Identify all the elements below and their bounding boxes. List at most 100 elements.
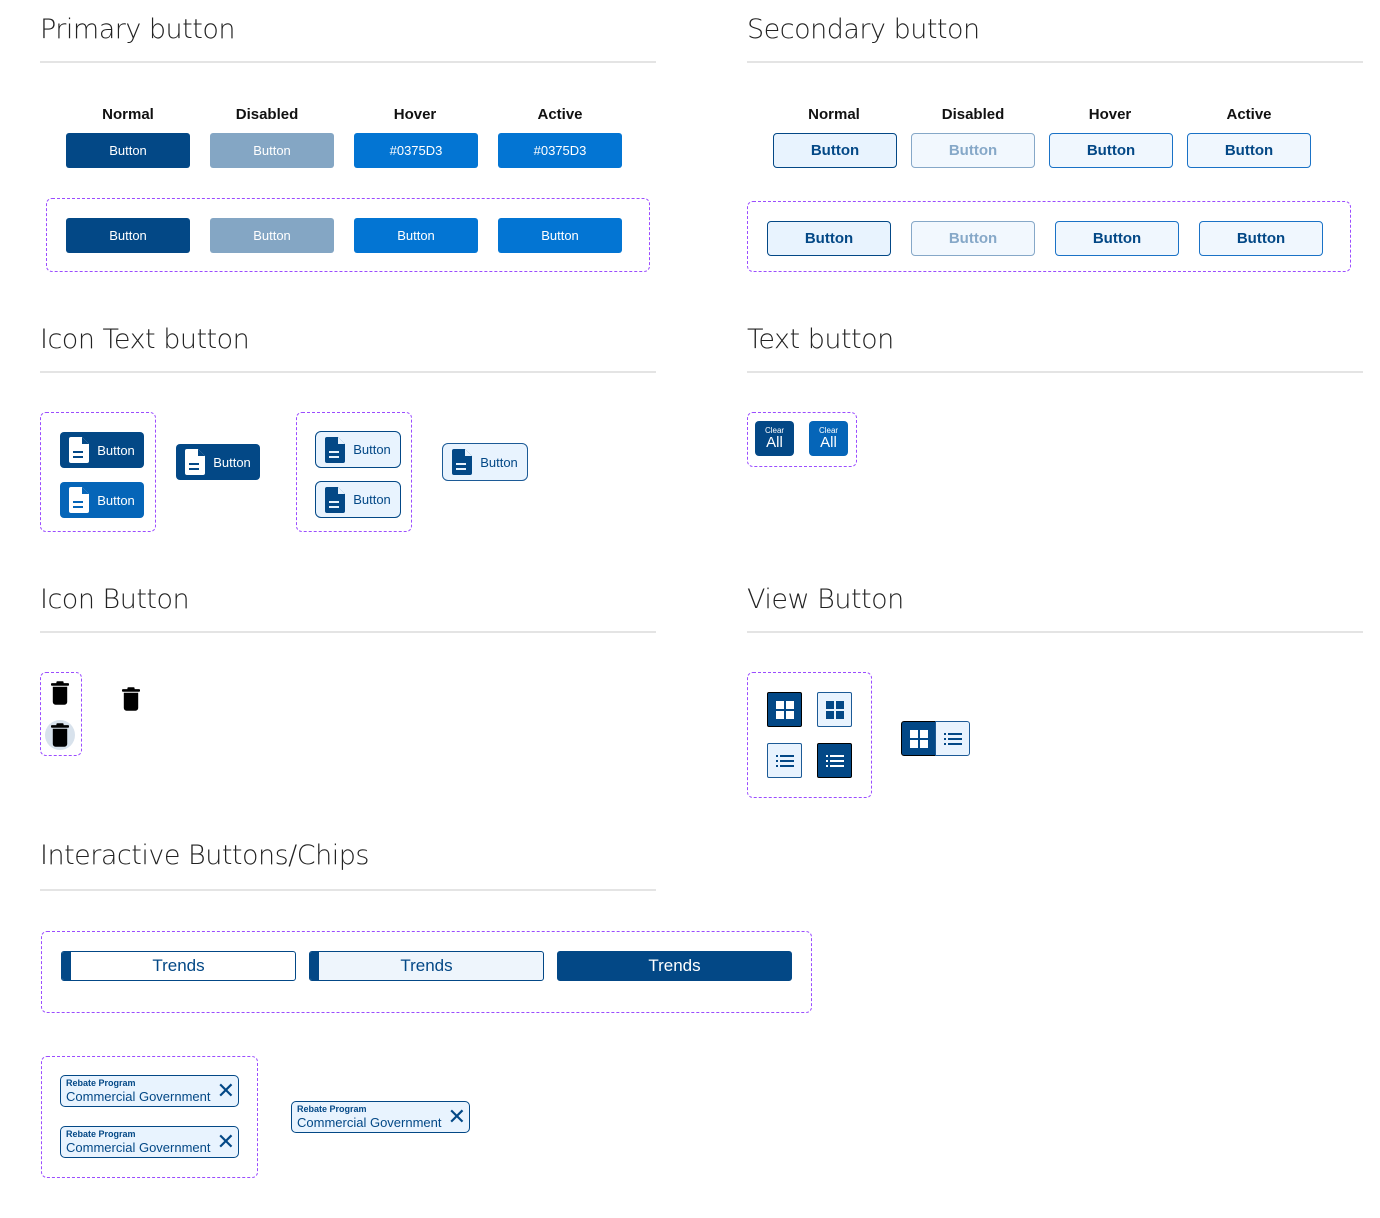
state-label: Active: [537, 106, 583, 123]
icon-text-button-normal[interactable]: Button: [60, 432, 144, 468]
button-label: Button: [353, 492, 391, 507]
primary-button-hover[interactable]: Button: [354, 218, 478, 253]
secondary-button-disabled[interactable]: Button: [911, 133, 1035, 168]
heading-secondary: Secondary button: [747, 14, 980, 45]
variant-group: [747, 201, 1351, 272]
chip-value: Commercial Government: [297, 1115, 442, 1130]
grid-view-button-active[interactable]: [767, 692, 802, 727]
heading-chips: Interactive Buttons/Chips: [40, 840, 369, 871]
variant-group: [46, 198, 650, 272]
divider: [40, 631, 656, 633]
state-label: Active: [1226, 106, 1272, 123]
variant-group: [747, 672, 872, 798]
variant-group: [41, 931, 812, 1013]
variant-group: [40, 412, 156, 532]
secondary-button-hover[interactable]: Button: [1049, 133, 1173, 168]
heading-icon: Icon Button: [40, 584, 190, 615]
divider: [747, 631, 1363, 633]
chip-label: Rebate Program: [66, 1129, 136, 1139]
list-view-button[interactable]: [767, 743, 802, 778]
secondary-button-active[interactable]: Button: [1187, 133, 1311, 168]
document-icon: [69, 437, 89, 463]
trends-button-normal[interactable]: Trends: [61, 951, 296, 981]
divider: [747, 61, 1363, 63]
chip-value: Commercial Government: [66, 1089, 211, 1104]
document-icon: [325, 487, 345, 513]
heading-primary: Primary button: [40, 14, 235, 45]
trash-icon-button[interactable]: [122, 687, 140, 711]
button-label: Button: [480, 454, 518, 470]
close-icon[interactable]: ✕: [216, 1129, 235, 1154]
trends-button-active[interactable]: Trends: [557, 951, 792, 981]
trends-label: Trends: [400, 956, 453, 975]
button-label: Button: [97, 492, 135, 508]
clear-all-button[interactable]: Clear All: [755, 421, 794, 456]
variant-group: [747, 412, 857, 467]
button-label: Button: [97, 442, 135, 458]
clear-all-button-hover[interactable]: Clear All: [809, 421, 848, 456]
state-label: Disabled: [941, 106, 1005, 123]
list-icon: [776, 755, 794, 767]
variant-group: [41, 1056, 258, 1178]
state-label: Normal: [808, 106, 860, 123]
primary-button-disabled[interactable]: Button: [210, 218, 334, 253]
document-icon: [452, 449, 472, 475]
secondary-button-normal[interactable]: Button: [767, 221, 891, 256]
heading-text: Text button: [747, 324, 894, 355]
state-label: Hover: [1088, 106, 1132, 123]
document-icon: [69, 487, 89, 513]
secondary-button-hover[interactable]: Button: [1055, 221, 1179, 256]
chip-label: Rebate Program: [297, 1104, 367, 1114]
state-label: Hover: [393, 106, 437, 123]
button-label: Button: [353, 442, 391, 457]
primary-button-active[interactable]: #0375D3: [498, 133, 622, 168]
divider: [40, 61, 656, 63]
divider: [40, 371, 656, 373]
variant-group: [40, 672, 82, 756]
state-label: Normal: [102, 106, 154, 123]
grid-icon: [910, 730, 928, 748]
chip-label: Rebate Program: [66, 1078, 136, 1088]
primary-button-normal[interactable]: Button: [66, 133, 190, 168]
filter-chip[interactable]: Rebate Program Commercial Government ✕: [60, 1075, 239, 1107]
variant-group: [296, 412, 412, 532]
clear-label: Clear: [818, 426, 839, 435]
icon-text-secondary-normal[interactable]: Button: [315, 431, 401, 468]
primary-button-hover[interactable]: #0375D3: [354, 133, 478, 168]
trends-button-hover[interactable]: Trends: [309, 951, 544, 981]
secondary-button-active[interactable]: Button: [1199, 221, 1323, 256]
close-icon[interactable]: ✕: [447, 1104, 466, 1129]
primary-button-disabled[interactable]: Button: [210, 133, 334, 168]
grid-view-button[interactable]: [817, 692, 852, 727]
primary-button-normal[interactable]: Button: [66, 218, 190, 253]
filter-chip[interactable]: Rebate Program Commercial Government ✕: [291, 1101, 470, 1133]
icon-text-button[interactable]: Button: [176, 444, 260, 480]
heading-icon-text: Icon Text button: [40, 324, 250, 355]
secondary-button-disabled[interactable]: Button: [911, 221, 1035, 256]
heading-view: View Button: [747, 584, 904, 615]
grid-icon: [776, 701, 794, 719]
clear-label: Clear: [764, 426, 785, 435]
state-label: Disabled: [235, 106, 299, 123]
document-icon: [185, 449, 205, 475]
segmented-grid-view[interactable]: [901, 721, 936, 756]
grid-icon: [826, 701, 844, 719]
icon-text-secondary-hover[interactable]: Button: [315, 481, 401, 518]
trash-icon-button-hover[interactable]: [51, 723, 69, 747]
list-view-button-active[interactable]: [817, 743, 852, 778]
icon-text-secondary[interactable]: Button: [442, 443, 528, 481]
trash-icon-button[interactable]: [51, 681, 69, 705]
filter-chip[interactable]: Rebate Program Commercial Government ✕: [60, 1126, 239, 1158]
icon-text-button-hover[interactable]: Button: [60, 482, 144, 518]
button-label: Button: [213, 454, 251, 470]
close-icon[interactable]: ✕: [216, 1078, 235, 1103]
segmented-list-view[interactable]: [935, 721, 970, 756]
all-label: All: [766, 434, 783, 451]
secondary-button-normal[interactable]: Button: [773, 133, 897, 168]
list-icon: [944, 733, 962, 745]
primary-button-active[interactable]: Button: [498, 218, 622, 253]
all-label: All: [820, 434, 837, 451]
divider: [747, 371, 1363, 373]
trends-label: Trends: [648, 956, 701, 975]
document-icon: [325, 437, 345, 463]
